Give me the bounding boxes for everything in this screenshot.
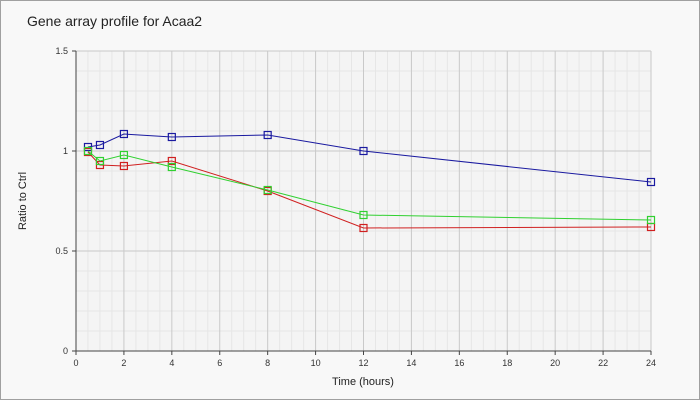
series-1-line: [87, 133, 652, 183]
series-3-point: [119, 150, 129, 160]
x-axis-ticks: 0 2 4 6 8 10 12 14 16 18 20 22 24: [73, 351, 656, 368]
y-axis-label: Ratio to Ctrl: [17, 172, 29, 230]
x-tick-label: 6: [217, 358, 222, 368]
y-tick-label: 0.5: [55, 246, 68, 256]
series-3-point: [646, 215, 656, 225]
series-3: [83, 146, 656, 225]
x-axis-label: Time (hours): [332, 376, 394, 388]
major-grid: [76, 50, 652, 351]
y-axis-ticks: 0 0.5 1 1.5: [55, 46, 76, 356]
series-3-point: [83, 146, 93, 156]
y-tick-label: 1.5: [55, 46, 68, 56]
x-tick-label: 10: [311, 358, 321, 368]
series-3-point: [359, 210, 368, 220]
x-tick-label: 12: [358, 358, 368, 368]
chart-title: Gene array profile for Acaa2: [27, 13, 202, 29]
x-tick-label: 14: [406, 358, 416, 368]
series-1: [83, 129, 656, 187]
x-tick-label: 8: [265, 358, 270, 368]
series-1-point: [167, 132, 176, 142]
series-1-point: [359, 146, 368, 156]
series-1-point: [646, 177, 656, 187]
x-tick-label: 16: [454, 358, 464, 368]
x-tick-label: 18: [502, 358, 512, 368]
series-3-point: [95, 156, 105, 166]
x-tick-label: 0: [73, 358, 78, 368]
series-1-point: [95, 140, 105, 150]
x-tick-label: 22: [598, 358, 608, 368]
series-2-point: [359, 223, 368, 233]
series-3-point: [167, 162, 176, 172]
series-layer: [83, 129, 656, 233]
series-1-point: [263, 130, 272, 140]
y-tick-label: 0: [63, 346, 68, 356]
x-tick-label: 20: [550, 358, 560, 368]
series-1-point: [119, 129, 129, 139]
x-tick-label: 4: [169, 358, 174, 368]
series-3-point: [263, 185, 272, 195]
series-2-point: [119, 161, 129, 171]
series-3-line: [87, 150, 652, 221]
x-tick-label: 2: [121, 358, 126, 368]
series-2-point: [167, 156, 176, 166]
y-tick-label: 1: [63, 146, 68, 156]
x-tick-label: 24: [646, 358, 656, 368]
